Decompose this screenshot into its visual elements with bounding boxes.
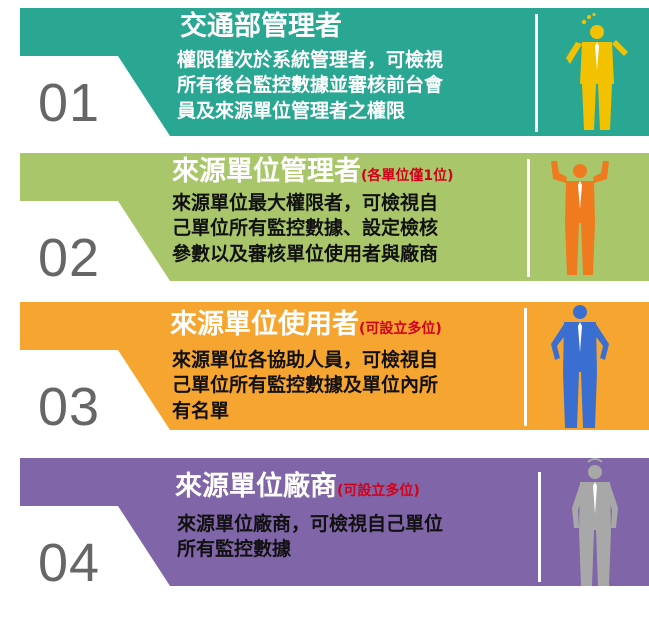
description-line: 所有監控數據 (177, 538, 292, 561)
card-title-text: 交通部管理者 (180, 11, 342, 42)
role-card-2: 02 來源單位管理者(各單位僅1位) 來源單位最大權限者，可檢視自 己單位所有監… (0, 153, 649, 288)
card-title-text: 來源單位使用者 (170, 309, 359, 340)
card-description: 權限僅次於系統管理者，可檢視 所有後台監控數據並審核前台會 員及來源單位管理者之… (177, 48, 443, 124)
card-shape (20, 153, 649, 281)
role-card-3: 03 來源單位使用者(可設立多位) 來源單位各協助人員，可檢視自 己單位所有監控… (0, 302, 649, 437)
description-line: 所有後台監控數據並審核前台會 (177, 74, 444, 97)
card-number: 04 (38, 533, 101, 593)
card-background (20, 153, 649, 281)
card-background (20, 8, 649, 136)
description-line: 己單位所有監控數據及單位內所 (172, 374, 439, 397)
description-line: 參數以及審核單位使用者與廠商 (172, 242, 439, 265)
description-line: 來源單位最大權限者，可檢視自 (172, 192, 439, 214)
description-line: 來源單位廠商，可檢視自己單位 (177, 513, 444, 535)
role-card-1: 01 交通部管理者 權限僅次於系統管理者，可檢視 所有後台監控數據並審核前台會 … (0, 8, 649, 138)
description-line: 權限僅次於系統管理者，可檢視 (177, 49, 444, 71)
card-title-text: 來源單位廠商 (175, 471, 337, 502)
card-number: 01 (38, 73, 101, 133)
card-note: (可設立多位) (359, 321, 442, 337)
card-background (20, 458, 649, 586)
card-title: 來源單位廠商(可設立多位) (175, 472, 420, 502)
card-number: 03 (38, 377, 101, 437)
card-divider (535, 14, 538, 132)
card-shape (20, 302, 649, 430)
card-divider (524, 308, 527, 426)
description-line: 己單位所有監控數據、設定檢核 (172, 217, 439, 240)
strong-man-icon (551, 161, 609, 275)
card-shape (20, 8, 649, 136)
description-line: 員及來源單位管理者之權限 (177, 99, 406, 122)
card-note: (可設立多位) (337, 483, 420, 499)
card-description: 來源單位廠商，可檢視自己單位 所有監控數據 (177, 512, 443, 563)
card-description: 來源單位各協助人員，可檢視自 己單位所有監控數據及單位內所 有名單 (172, 348, 438, 424)
card-note: (各單位僅1位) (361, 168, 454, 184)
card-title: 來源單位使用者(可設立多位) (170, 310, 442, 340)
card-title: 交通部管理者 (180, 12, 342, 42)
card-title: 來源單位管理者(各單位僅1位) (172, 157, 454, 187)
card-divider (527, 159, 530, 277)
card-background (20, 302, 649, 430)
card-divider (538, 472, 541, 582)
description-line: 來源單位各協助人員，可檢視自 (172, 349, 439, 371)
card-shape (20, 458, 649, 586)
description-line: 有名單 (172, 399, 230, 422)
card-description: 來源單位最大權限者，可檢視自 己單位所有監控數據、設定檢核 參數以及審核單位使用… (172, 191, 438, 267)
standing-man-icon (551, 305, 609, 428)
role-card-4: 04 來源單位廠商(可設立多位) 來源單位廠商，可檢視自己單位 所有監控數據 (0, 458, 649, 593)
confused-man-icon (572, 458, 618, 586)
card-number: 02 (38, 228, 101, 288)
card-title-text: 來源單位管理者 (172, 156, 361, 187)
thinking-man-icon (566, 12, 628, 130)
